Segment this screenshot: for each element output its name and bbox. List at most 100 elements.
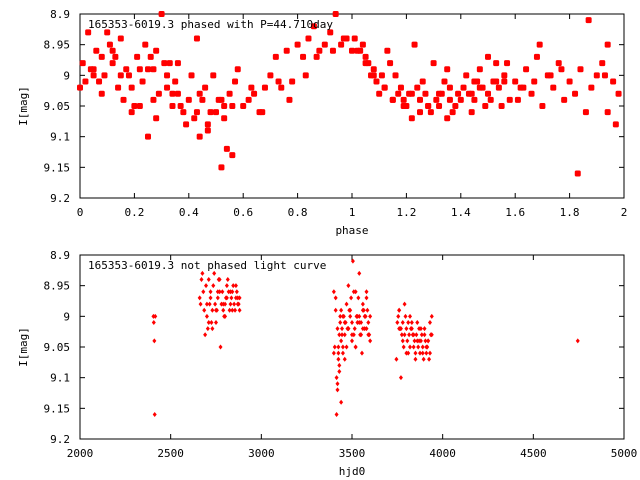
data-point <box>302 72 309 79</box>
data-point <box>493 78 500 85</box>
data-point <box>349 295 354 301</box>
data-point <box>213 301 218 307</box>
data-point <box>207 109 214 116</box>
data-point <box>495 84 502 91</box>
data-point <box>234 66 241 73</box>
data-point <box>183 121 190 128</box>
data-point <box>245 96 252 103</box>
data-point <box>376 90 383 97</box>
x-tick-label: 0.4 <box>179 206 199 219</box>
data-point <box>368 338 373 344</box>
data-point <box>136 66 143 73</box>
data-point <box>536 41 543 48</box>
data-point <box>191 115 198 122</box>
data-point <box>402 301 407 307</box>
data-point <box>337 369 342 375</box>
data-point <box>389 96 396 103</box>
data-points <box>151 258 580 417</box>
data-point <box>340 326 345 332</box>
data-point <box>408 313 413 319</box>
data-point <box>487 96 494 103</box>
data-point <box>101 72 108 79</box>
data-point <box>193 109 200 116</box>
data-point <box>232 78 239 85</box>
data-point <box>400 338 405 344</box>
data-point <box>203 332 208 338</box>
data-point <box>427 109 434 116</box>
data-point <box>147 53 154 60</box>
data-point <box>90 72 97 79</box>
data-point <box>468 109 475 116</box>
data-point <box>106 41 113 48</box>
data-point <box>412 338 417 344</box>
data-point <box>327 29 334 36</box>
chart-title: 165353-6019.3 not phased light curve <box>88 259 326 272</box>
data-point <box>120 96 127 103</box>
data-point <box>419 332 424 338</box>
data-point <box>233 283 238 289</box>
data-point <box>340 344 345 350</box>
y-tick-label: 9.1 <box>50 131 70 144</box>
data-point <box>224 295 229 301</box>
data-point <box>421 356 426 362</box>
data-point <box>550 84 557 91</box>
data-point <box>476 84 483 91</box>
data-point <box>206 319 211 325</box>
data-point <box>364 289 369 295</box>
data-point <box>104 29 111 36</box>
data-point <box>370 66 377 73</box>
data-point <box>188 72 195 79</box>
data-point <box>504 60 511 67</box>
data-point <box>204 301 209 307</box>
data-point <box>227 307 232 313</box>
data-point <box>411 344 416 350</box>
data-point <box>417 338 422 344</box>
data-point <box>400 96 407 103</box>
data-point <box>482 103 489 109</box>
data-point <box>485 53 491 60</box>
y-tick-label: 8.95 <box>44 39 71 52</box>
data-point <box>193 35 200 42</box>
data-point <box>204 121 211 128</box>
data-point <box>180 109 187 116</box>
data-point <box>364 295 369 301</box>
data-point <box>267 72 274 79</box>
data-point <box>397 307 402 313</box>
data-point <box>433 96 440 103</box>
data-point <box>109 47 116 54</box>
data-point <box>174 60 181 67</box>
x-tick-label: 3000 <box>248 447 275 460</box>
data-point <box>612 121 619 128</box>
data-point <box>357 313 362 319</box>
x-tick-label: 0.6 <box>233 206 253 219</box>
data-point <box>460 84 467 91</box>
data-point <box>215 289 220 295</box>
data-point <box>229 152 236 159</box>
data-point <box>214 307 218 313</box>
x-axis-label: phase <box>335 224 368 237</box>
data-point <box>332 344 337 350</box>
data-points <box>77 11 622 177</box>
data-point <box>370 72 377 79</box>
data-point <box>422 332 427 338</box>
data-point <box>523 66 530 73</box>
data-point <box>207 301 212 307</box>
data-point <box>340 313 345 319</box>
data-point <box>150 96 157 103</box>
data-point <box>218 164 225 171</box>
data-point <box>601 72 608 79</box>
data-point <box>218 96 225 103</box>
data-point <box>446 84 453 91</box>
data-point <box>123 66 130 73</box>
data-point <box>555 60 562 67</box>
data-point <box>423 338 428 344</box>
x-tick-label: 4000 <box>429 447 456 460</box>
data-point <box>286 96 293 103</box>
data-point <box>344 344 349 350</box>
y-tick-label: 9.15 <box>44 402 71 415</box>
data-point <box>408 90 415 97</box>
data-point <box>228 301 233 307</box>
data-point <box>506 96 513 103</box>
data-point <box>196 133 203 140</box>
data-point <box>212 270 217 276</box>
